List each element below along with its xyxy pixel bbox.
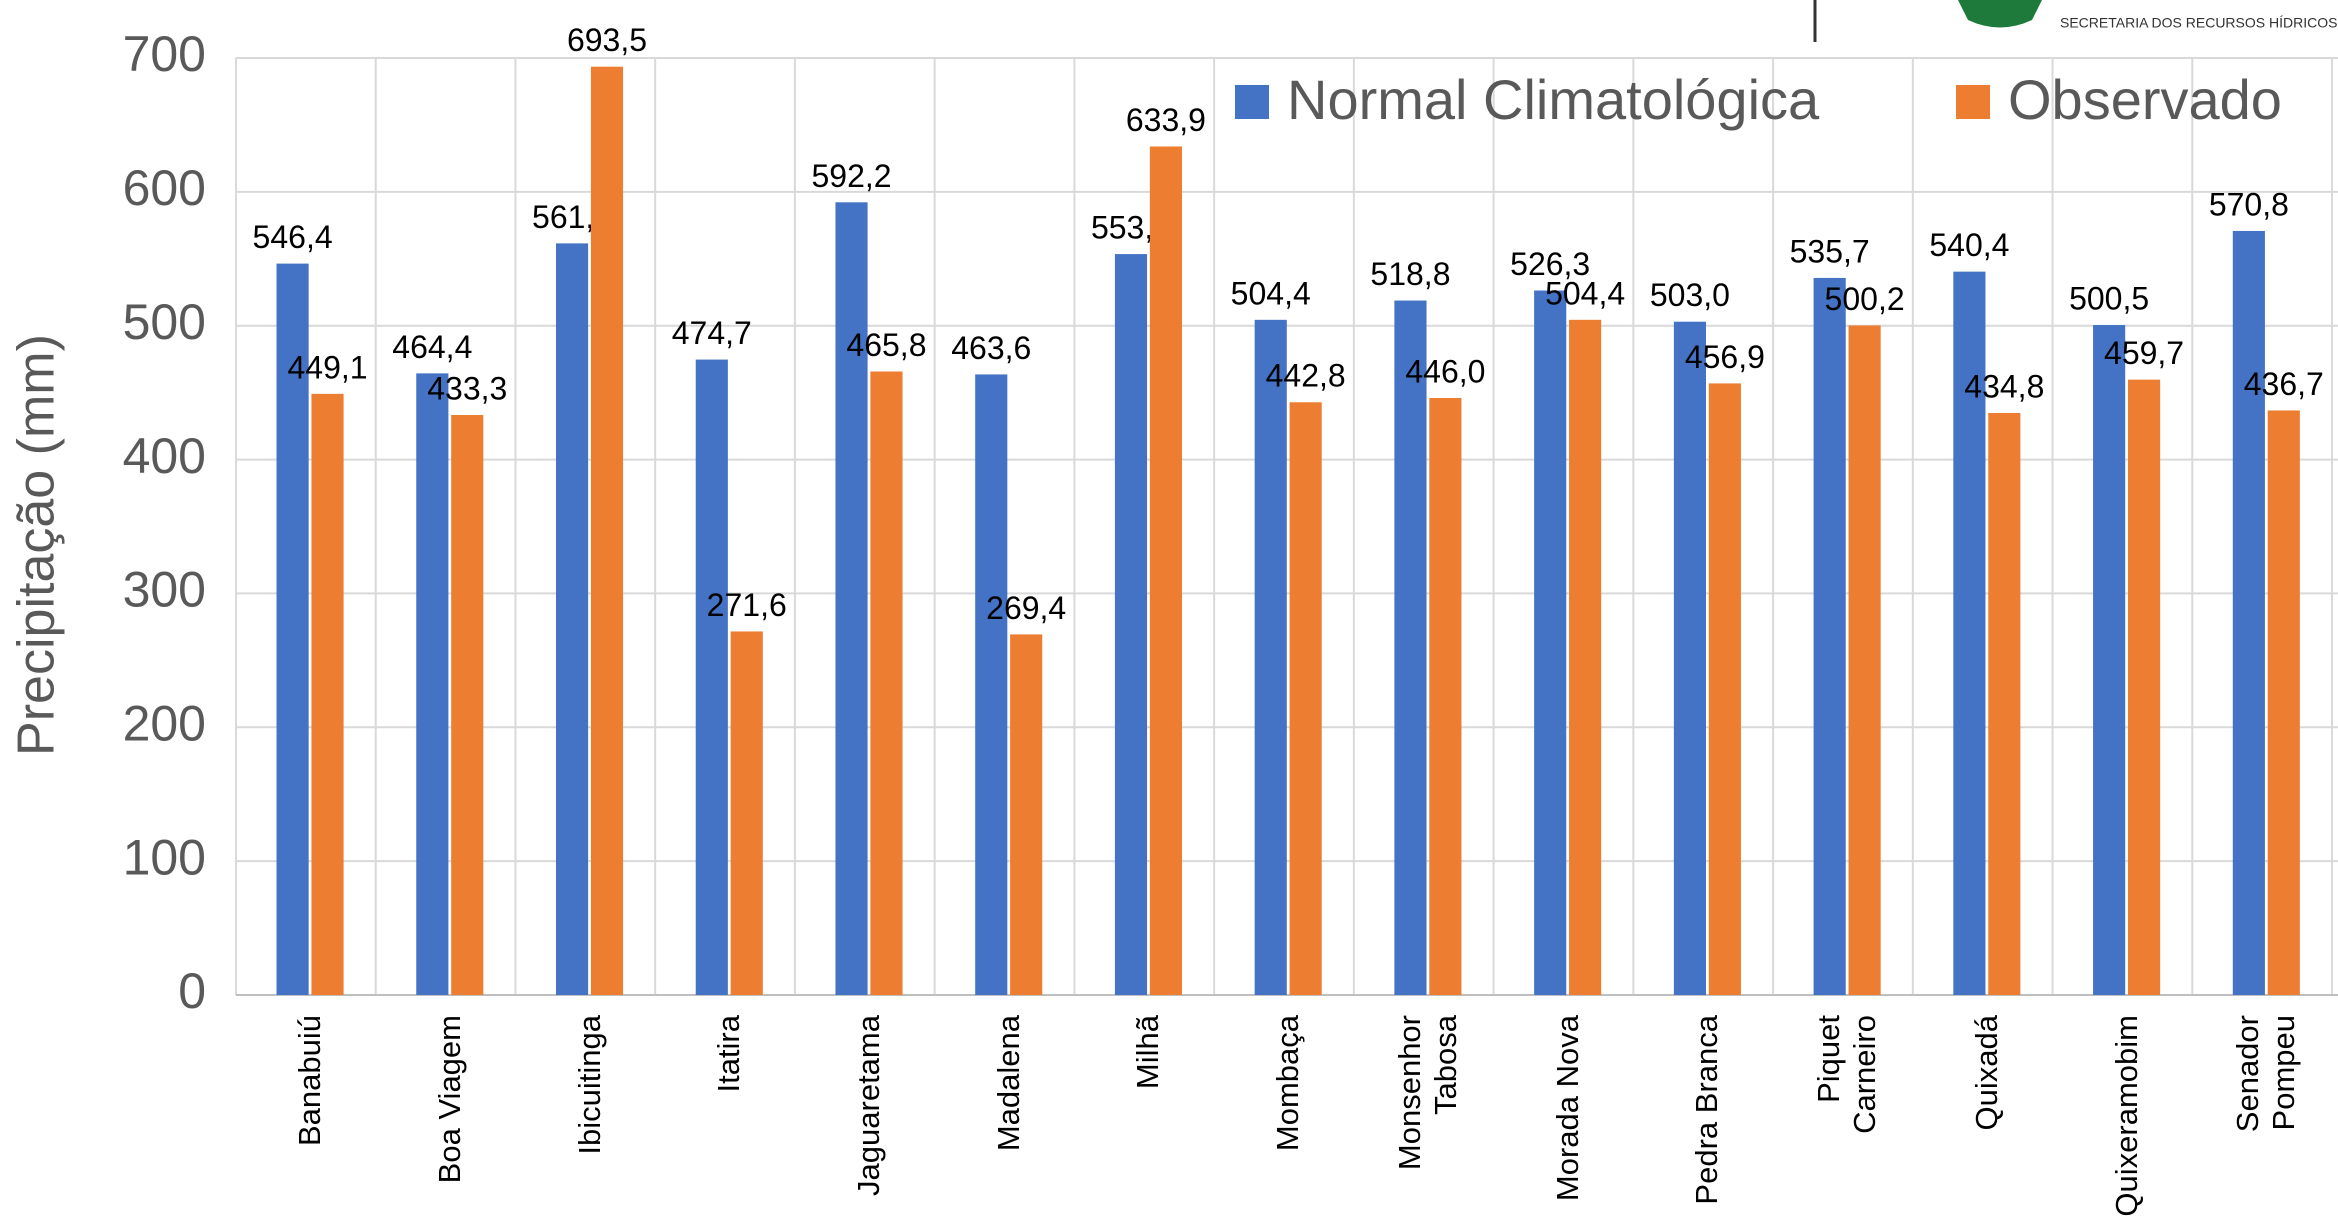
- value-label: 456,9: [1685, 339, 1765, 375]
- bar: [730, 631, 763, 995]
- value-label: 433,3: [427, 370, 507, 406]
- bar: [1114, 254, 1148, 995]
- value-label: 449,1: [287, 349, 367, 385]
- y-tick-label: 500: [123, 294, 206, 350]
- bar: [1673, 321, 1706, 995]
- value-label: 633,9: [1126, 102, 1206, 138]
- bar: [1429, 397, 1462, 995]
- y-tick-label: 200: [123, 695, 206, 751]
- bar: [590, 66, 624, 996]
- value-label: 436,7: [2244, 366, 2324, 402]
- x-tick-label: Senador Pompeu: [2230, 1015, 2302, 1133]
- bar: [695, 359, 728, 995]
- bar: [975, 374, 1008, 995]
- x-tick-label: Ibicuitinga: [571, 1015, 607, 1155]
- bar: [1813, 277, 1846, 996]
- value-label: 518,8: [1370, 256, 1450, 292]
- bar: [1010, 634, 1043, 995]
- value-label: 546,4: [253, 219, 333, 255]
- value-label: 474,7: [672, 315, 752, 351]
- value-label: 592,2: [811, 158, 891, 194]
- bar: [1289, 402, 1322, 995]
- value-label: 459,7: [2104, 335, 2184, 371]
- bar: [276, 263, 309, 995]
- value-label: 570,8: [2209, 186, 2289, 222]
- bar: [1394, 300, 1427, 995]
- bar: [451, 414, 484, 995]
- y-tick-label: 400: [123, 428, 206, 484]
- value-label: 446,0: [1405, 353, 1485, 389]
- x-tick-label: Monsenhor Tabosa: [1391, 1015, 1463, 1171]
- x-tick-label: Quixeramobim: [2108, 1015, 2144, 1217]
- value-label: 465,8: [846, 327, 926, 363]
- y-tick-label: 100: [123, 829, 206, 885]
- x-tick-label: Itatira: [711, 1015, 747, 1093]
- bar: [311, 393, 344, 996]
- legend-label: Normal Climatológica: [1287, 68, 1820, 131]
- value-label: 693,5: [567, 22, 647, 58]
- value-label: 500,5: [2069, 280, 2149, 316]
- bar: [1149, 146, 1182, 996]
- value-label: 526,3: [1510, 246, 1590, 282]
- bar: [1254, 319, 1287, 995]
- bar: [870, 371, 903, 996]
- x-tick-label: Pedra Branca: [1689, 1015, 1725, 1205]
- value-label: 271,6: [707, 587, 787, 623]
- bar: [2093, 325, 2126, 995]
- bar: [2267, 410, 2300, 995]
- bar: [1953, 271, 1986, 995]
- y-tick-label: 300: [123, 562, 206, 618]
- value-label: 504,4: [1231, 275, 1311, 311]
- bar: [1534, 290, 1567, 995]
- x-tick-label: Piquet Carneiro: [1811, 1015, 1883, 1134]
- value-label: 269,4: [986, 590, 1066, 626]
- bar: [835, 202, 868, 996]
- x-tick-label: Madalena: [990, 1015, 1026, 1152]
- bar: [1848, 325, 1881, 996]
- value-label: 434,8: [1964, 368, 2044, 404]
- value-label: 504,4: [1545, 275, 1625, 311]
- value-label: 442,8: [1266, 358, 1346, 394]
- x-tick-label: Milhã: [1130, 1015, 1166, 1090]
- value-label: 464,4: [392, 329, 472, 365]
- y-tick-label: 700: [123, 26, 206, 82]
- bar: [1569, 319, 1602, 995]
- bar: [1988, 412, 2021, 995]
- logo-text: SECRETARIA DOS RECURSOS HÍDRICOS: [2060, 15, 2337, 31]
- legend-swatch: [1956, 85, 1990, 119]
- legend-swatch: [1235, 85, 1269, 119]
- x-tick-label: Jaguaretama: [850, 1015, 886, 1196]
- value-label: 500,2: [1825, 281, 1905, 317]
- y-tick-label: 600: [123, 160, 206, 216]
- bar: [1708, 383, 1741, 995]
- x-tick-label: Quixadá: [1968, 1015, 2004, 1131]
- bar: [416, 373, 449, 995]
- legend-label: Observado: [2008, 68, 2282, 131]
- bar: [2127, 379, 2161, 996]
- bar: [555, 243, 589, 995]
- x-tick-label: Morada Nova: [1549, 1015, 1585, 1202]
- bar: [2232, 230, 2265, 996]
- y-axis-title: Precipitação (mm): [8, 334, 66, 756]
- x-tick-label: Banabuiú: [292, 1015, 328, 1147]
- value-label: 463,6: [951, 330, 1031, 366]
- logo-emblem: [1958, 0, 2042, 28]
- x-tick-label: Boa Viagem: [431, 1015, 467, 1184]
- value-label: 535,7: [1790, 233, 1870, 269]
- value-label: 503,0: [1650, 277, 1730, 313]
- value-label: 540,4: [1929, 227, 2009, 263]
- y-tick-label: 0: [178, 963, 206, 1019]
- x-tick-label: Mombaça: [1270, 1015, 1306, 1152]
